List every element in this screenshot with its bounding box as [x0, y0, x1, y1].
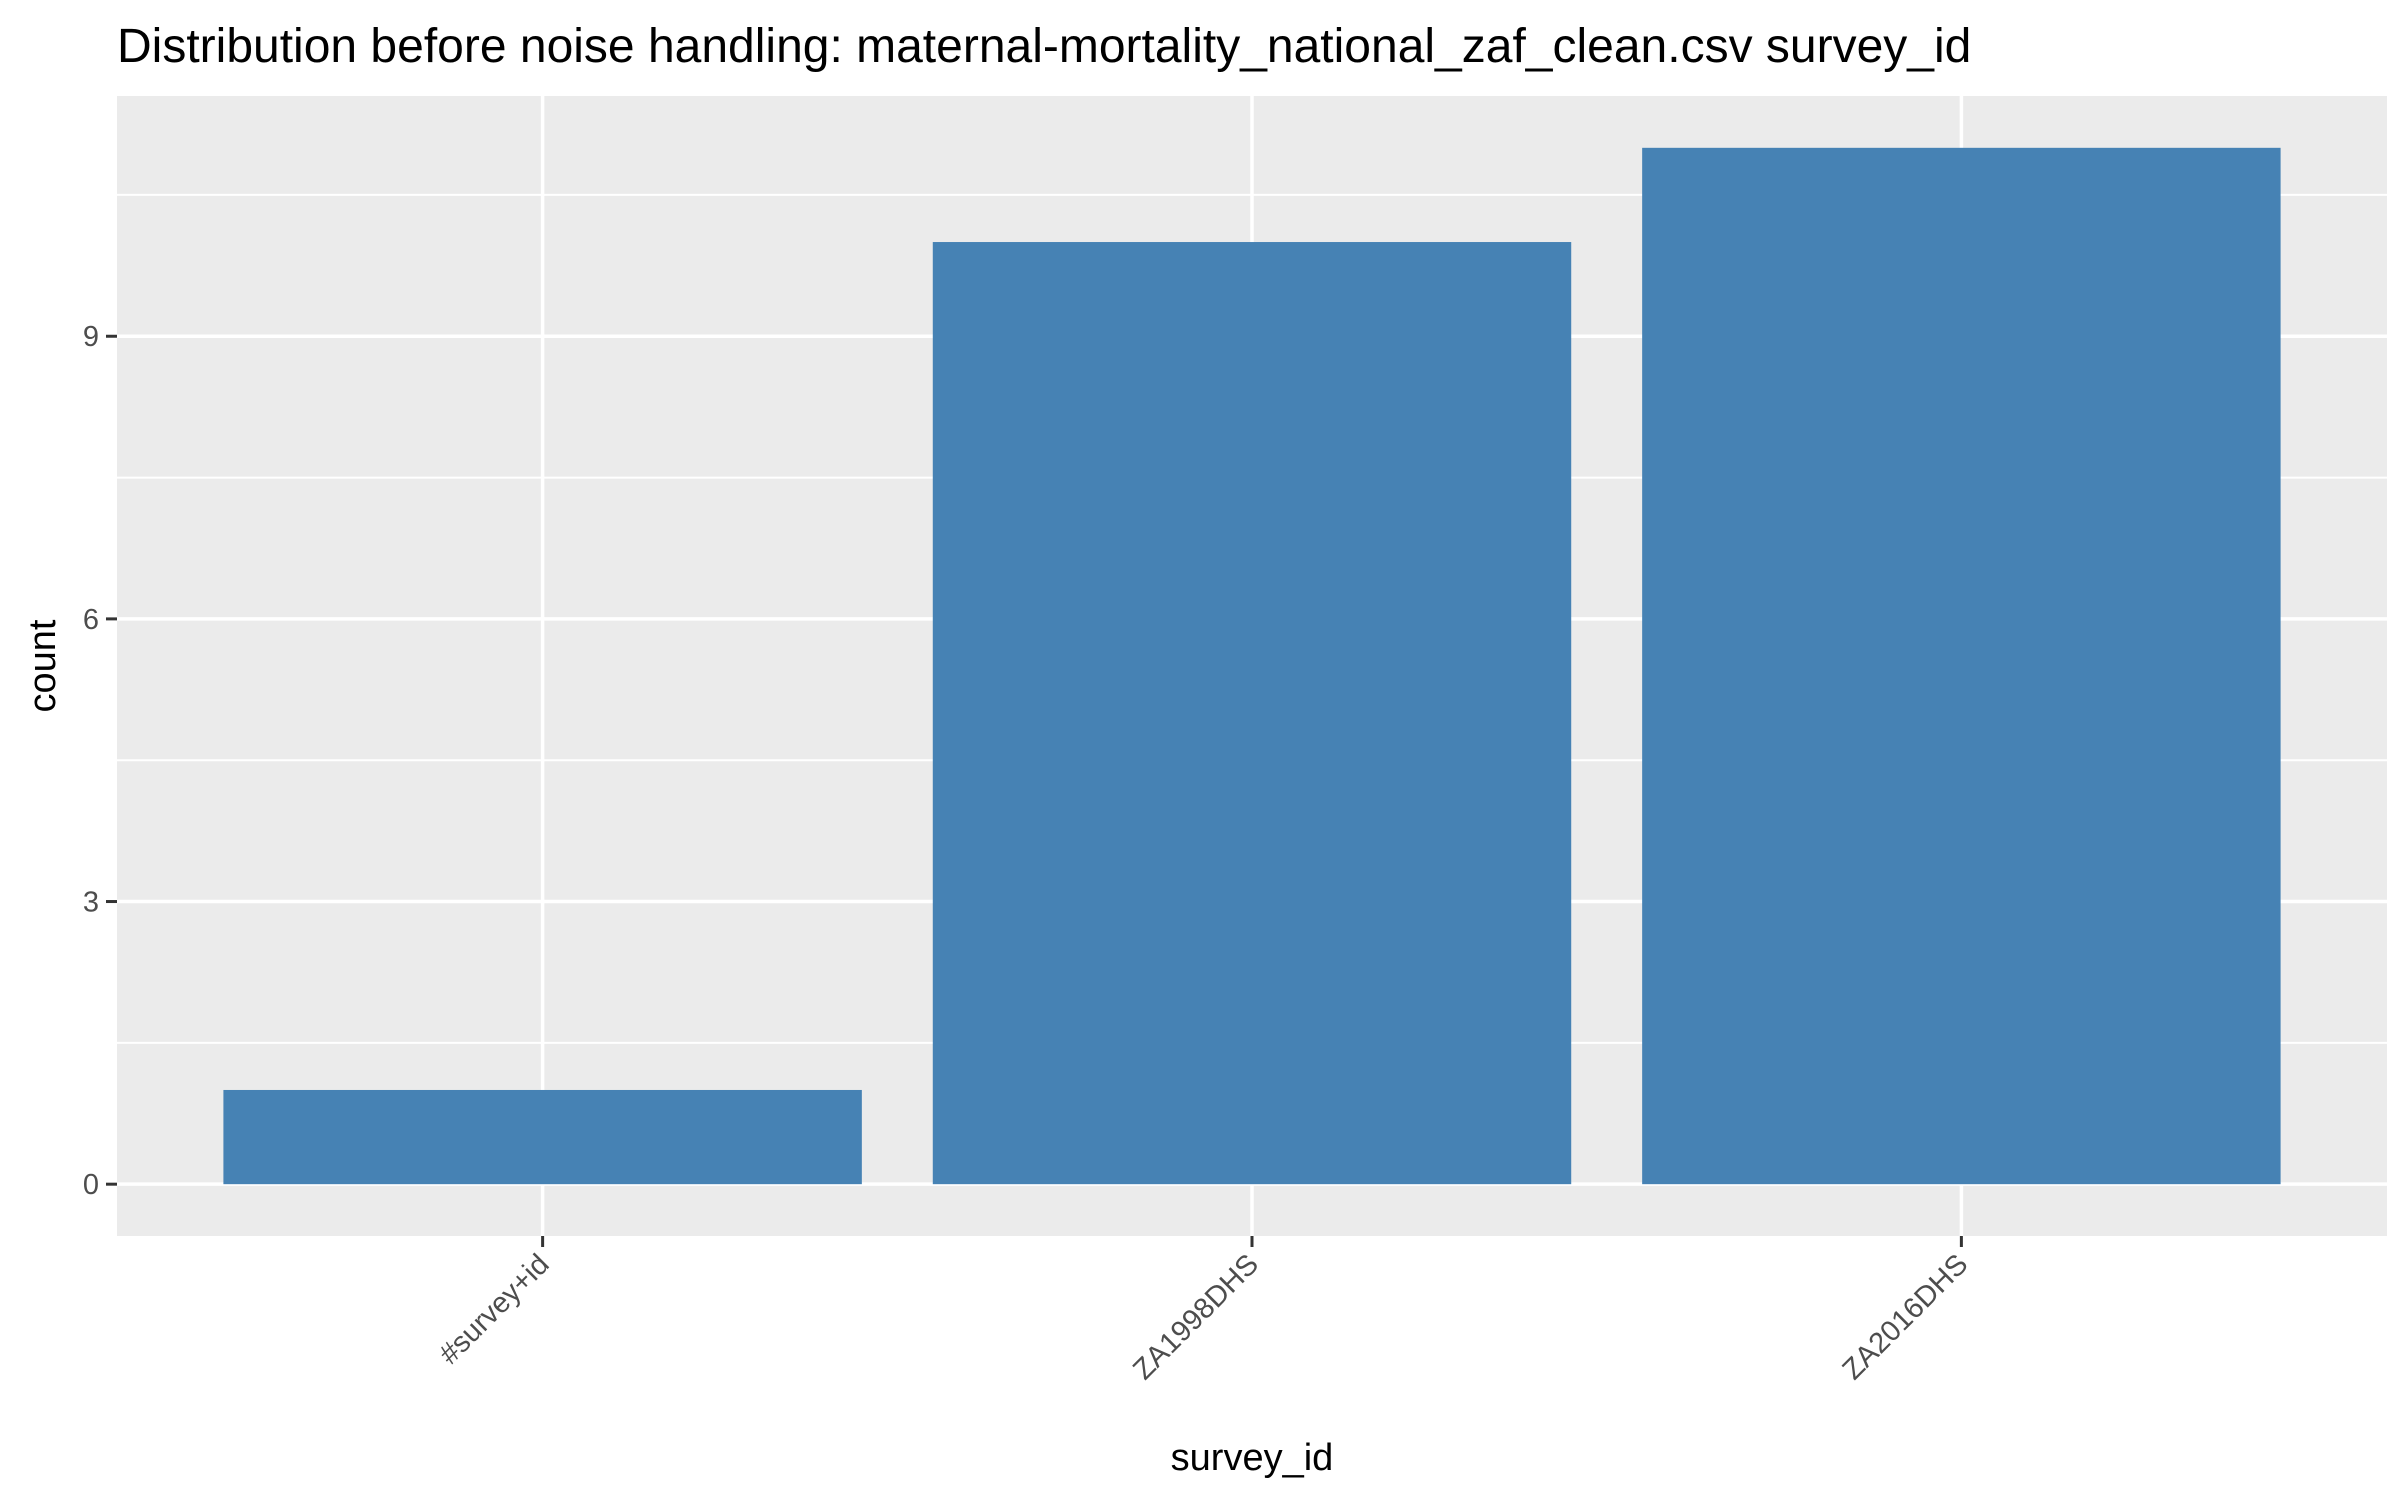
y-tick-label: 6 [83, 604, 99, 636]
bar-za1998dhs [932, 242, 1572, 1185]
y-tick-label: 0 [83, 1169, 99, 1201]
x-axis-title: survey_id [1171, 1437, 1334, 1479]
y-tick-label: 3 [83, 887, 99, 919]
x-axis: #survey+id ZA1998DHS ZA2016DHS [433, 1236, 1974, 1386]
x-tick-label: ZA2016DHS [1837, 1248, 1975, 1386]
x-tick-label: ZA1998DHS [1127, 1248, 1265, 1386]
x-tick-label: #survey+id [433, 1248, 555, 1370]
bar-survey-id [223, 1089, 862, 1185]
y-axis: 0 3 6 9 [83, 321, 117, 1201]
chart-title: Distribution before noise handling: mate… [117, 20, 1971, 73]
bars [223, 147, 2281, 1185]
bar-za2016dhs [1642, 147, 2281, 1185]
y-axis-title: count [22, 619, 64, 712]
y-tick-label: 9 [83, 321, 99, 353]
